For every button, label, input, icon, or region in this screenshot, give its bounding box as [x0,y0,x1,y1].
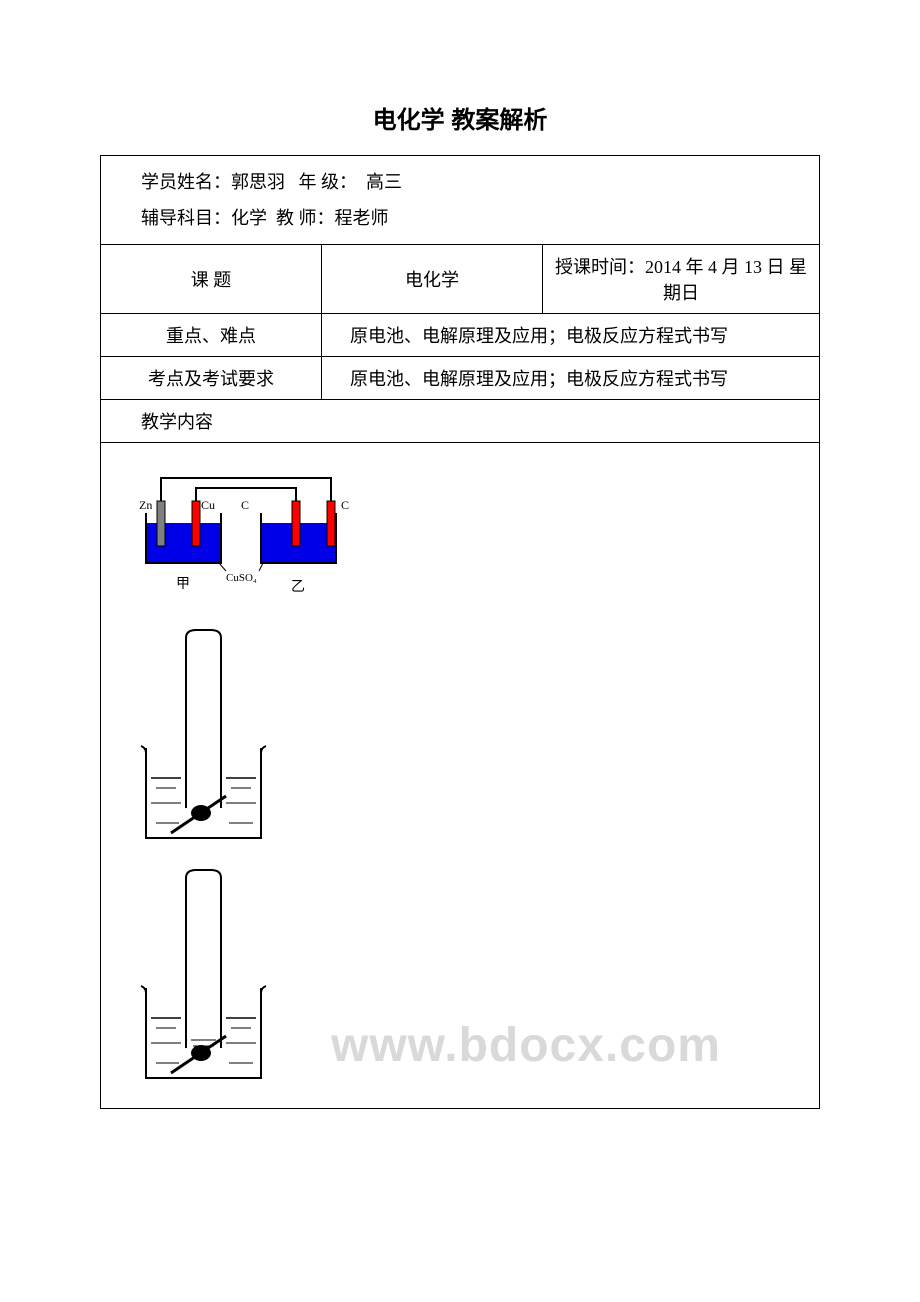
teacher-label: 教 师： [276,208,335,228]
beaker-thermometer-1 [131,628,271,848]
grade-label: 年 级： [299,172,358,192]
student-line: 学员姓名：郭思羽 年 级： 高三 [141,164,809,200]
content-label-cell: 教学内容 [101,400,820,443]
topic-label-cell: 课 题 [101,245,322,314]
cu-label: Cu [201,498,215,512]
yi-label: 乙 [291,579,305,595]
subject-label: 辅导科目： [141,208,231,228]
student-name: 郭思羽 [231,172,285,192]
header-row: 学员姓名：郭思羽 年 级： 高三 辅导科目：化学 教 师：程老师 [101,156,820,245]
exam-label-cell: 考点及考试要求 [101,357,322,400]
c-label-2: C [341,498,349,512]
subject-value: 化学 [231,208,267,228]
difficulty-value: 原电池、电解原理及应用；电极反应方程式书写 [350,326,728,346]
time-label: 授课时间： [555,257,645,277]
exam-value-cell: 原电池、电解原理及应用；电极反应方程式书写 [322,357,820,400]
student-label: 学员姓名： [141,172,231,192]
beaker-thermometer-2 [131,868,271,1088]
page-title: 电化学 教案解析 [100,100,820,135]
lesson-table: 学员姓名：郭思羽 年 级： 高三 辅导科目：化学 教 师：程老师 课 题 电化学… [100,155,820,1109]
teacher-value: 程老师 [335,208,389,228]
grade-value: 高三 [366,172,402,192]
topic-value-cell: 电化学 [322,245,543,314]
zn-label: Zn [139,498,152,512]
c-label-1: C [241,498,249,512]
difficulty-label-cell: 重点、难点 [101,314,322,357]
subject-line: 辅导科目：化学 教 师：程老师 [141,200,809,236]
time-cell: 授课时间：2014 年 4 月 13 日 星期日 [543,245,820,314]
cuso4-label: CuSO₄ [226,572,257,584]
time-value: 2014 年 4 月 13 日 星期日 [645,257,807,303]
jia-label: 甲 [176,577,190,592]
circuit-diagram: Zn Cu C C CuSO₄ 甲 乙 [131,463,361,603]
diagram-cell: www.bdocx.com [101,443,820,1109]
difficulty-value-cell: 原电池、电解原理及应用；电极反应方程式书写 [322,314,820,357]
exam-value: 原电池、电解原理及应用；电极反应方程式书写 [350,369,728,389]
